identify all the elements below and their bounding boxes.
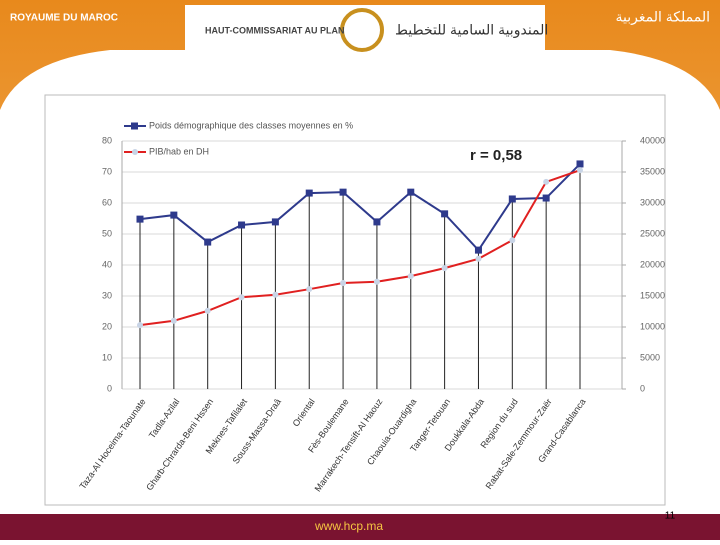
y-tick-label: 30 <box>102 290 112 300</box>
point <box>441 210 449 218</box>
point <box>306 286 313 293</box>
point <box>508 195 516 203</box>
y2-tick-label: 35000 <box>640 166 665 176</box>
point <box>271 218 279 226</box>
series-line <box>139 163 581 252</box>
y-tick-label: 10 <box>102 352 112 362</box>
legend-label: Poids démographique des classes moyennes… <box>149 120 353 130</box>
point <box>576 160 584 168</box>
point <box>339 188 347 196</box>
point <box>373 218 381 226</box>
footer-bar <box>0 514 720 540</box>
header-right: المملكة المغربية <box>616 9 710 26</box>
point <box>407 188 415 196</box>
logo <box>340 8 384 52</box>
point <box>340 279 347 286</box>
point <box>441 265 448 272</box>
point <box>136 215 144 223</box>
point <box>305 189 313 197</box>
point <box>137 322 143 329</box>
y2-tick-label: 5000 <box>640 352 660 362</box>
point <box>407 273 414 280</box>
legend-label: PIB/hab en DH <box>149 146 209 156</box>
header-left: ROYAUME DU MAROC <box>10 13 118 24</box>
legend-marker <box>131 122 138 130</box>
y-tick-label: 20 <box>102 321 112 331</box>
legend-marker <box>132 149 138 155</box>
point <box>238 294 245 301</box>
point <box>204 238 212 246</box>
header-org: HAUT-COMMISSARIAT AU PLAN <box>205 25 345 35</box>
y2-tick-label: 40000 <box>640 135 665 145</box>
y-tick-label: 50 <box>102 228 112 238</box>
y2-tick-label: 0 <box>640 383 645 393</box>
point <box>475 255 482 262</box>
point <box>204 307 211 314</box>
point <box>542 194 550 202</box>
y2-tick-label: 30000 <box>640 197 665 207</box>
page-number: 11 <box>665 511 676 522</box>
annotation: r = 0,58 <box>470 147 522 164</box>
y-tick-label: 80 <box>102 135 112 145</box>
series-line <box>139 169 581 327</box>
point <box>170 317 177 324</box>
chart-frame <box>44 94 666 506</box>
y2-tick-label: 25000 <box>640 228 665 238</box>
y2-tick-label: 20000 <box>640 259 665 269</box>
point <box>577 167 583 174</box>
point <box>170 211 178 219</box>
y2-tick-label: 15000 <box>640 290 665 300</box>
point <box>509 237 516 244</box>
y-tick-label: 70 <box>102 166 112 176</box>
header-org-arabic: المندوبية السامية للتخطيط <box>395 22 548 39</box>
y-tick-label: 40 <box>102 259 112 269</box>
point <box>373 278 380 285</box>
y-tick-label: 60 <box>102 197 112 207</box>
point <box>474 246 482 254</box>
y-tick-label: 0 <box>107 383 112 393</box>
point <box>238 221 246 229</box>
point <box>272 291 279 298</box>
point <box>543 178 550 185</box>
footer-url: www.hcp.ma <box>314 519 383 533</box>
y2-tick-label: 10000 <box>640 321 665 331</box>
logo-band <box>185 5 545 55</box>
